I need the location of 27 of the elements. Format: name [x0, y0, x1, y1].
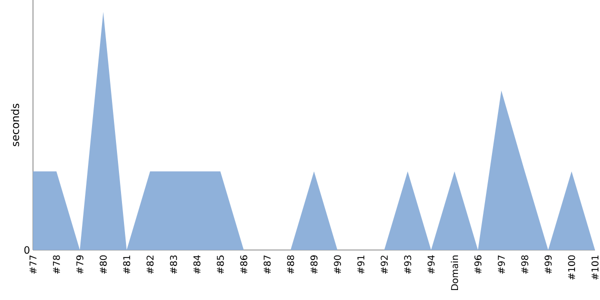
- y-axis-title: seconds: [10, 104, 20, 146]
- x-tick-label: #78: [52, 255, 60, 274]
- x-tick-label: #83: [170, 255, 178, 274]
- x-tick-label: #93: [404, 255, 412, 274]
- x-tick-label: Domain: [450, 256, 458, 290]
- x-tick-label: #89: [310, 255, 318, 274]
- x-tick-label: #87: [264, 256, 271, 274]
- x-tick-label: #101: [591, 256, 599, 280]
- x-tick-label: #98: [521, 255, 528, 274]
- text: 0: [24, 246, 30, 254]
- x-tick-label: #79: [76, 255, 84, 274]
- x-tick-label: #91: [357, 256, 364, 274]
- x-tick-label: #96: [474, 255, 482, 274]
- x-tick-label: #100: [568, 255, 576, 280]
- x-tick-label: #99: [544, 255, 552, 274]
- x-tick-label: #86: [240, 255, 248, 274]
- x-tick-label: #80: [100, 255, 107, 274]
- x-tick-label: #94: [428, 255, 435, 274]
- x-tick-label: #81: [123, 256, 130, 274]
- x-tick-label: #90: [334, 255, 341, 274]
- x-tick-label: #92: [380, 256, 388, 274]
- x-tick-label: #97: [498, 256, 505, 274]
- x-tick-label: #77: [30, 256, 36, 274]
- x-tick-label: #84: [193, 255, 200, 274]
- x-tick-label: #88: [287, 255, 294, 274]
- x-tick-label: #85: [216, 256, 224, 274]
- x-tick-label: #82: [146, 256, 154, 274]
